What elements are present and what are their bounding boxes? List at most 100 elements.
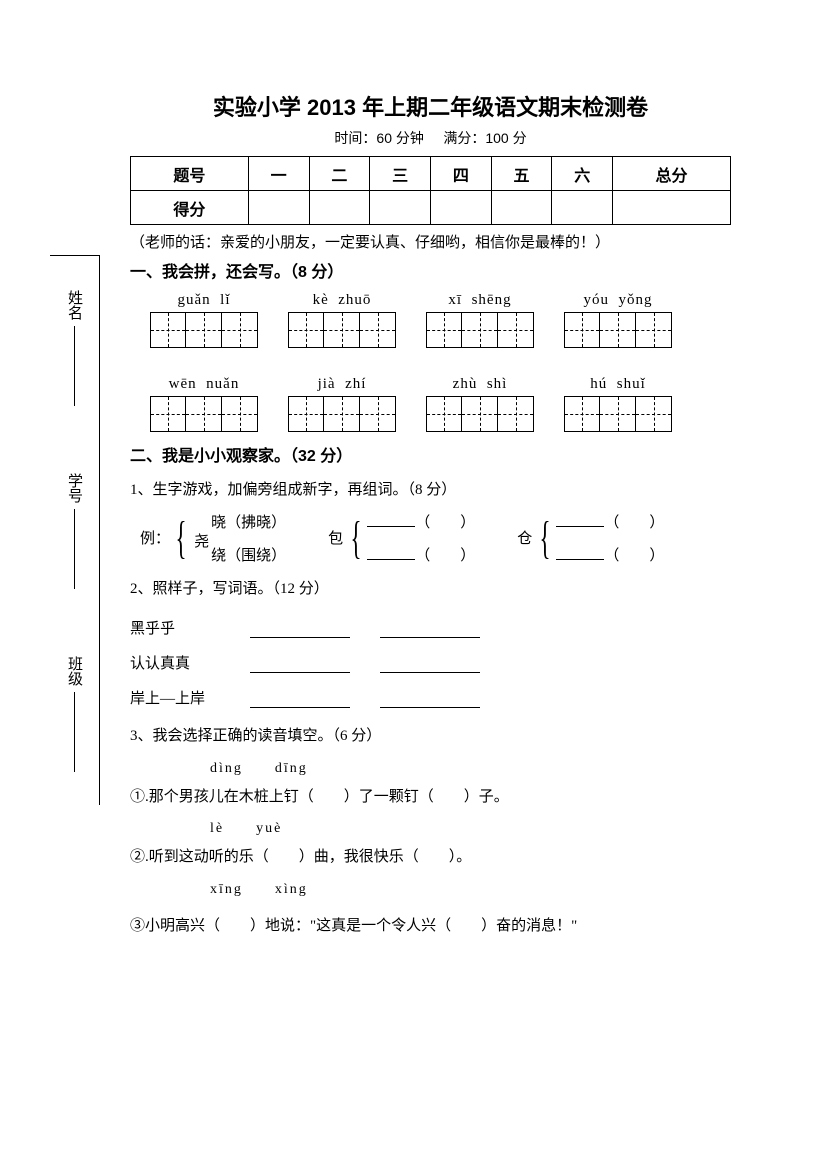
- p: zhuō: [338, 292, 371, 308]
- g3-center: 仓: [515, 527, 534, 548]
- blank[interactable]: [250, 659, 350, 673]
- q3-l3-pinyin: xīng xìng: [210, 878, 731, 898]
- blank[interactable]: [250, 624, 350, 638]
- score-total[interactable]: [613, 191, 731, 225]
- p: shì: [487, 376, 508, 392]
- brace-group-3: 仓 { （ ） （ ）: [515, 511, 664, 565]
- ex-top: 晓（拂晓）: [211, 511, 286, 532]
- sidebar-class: 班级: [64, 656, 85, 772]
- blank[interactable]: [250, 694, 350, 708]
- col-1: 一: [248, 157, 309, 191]
- tianzige[interactable]: [426, 396, 534, 432]
- col-total: 总分: [613, 157, 731, 191]
- time-label: 时间：60 分钟: [334, 130, 423, 146]
- score-5[interactable]: [491, 191, 552, 225]
- score-3[interactable]: [370, 191, 431, 225]
- blank[interactable]: [380, 694, 480, 708]
- score-2[interactable]: [309, 191, 370, 225]
- sidebar-id: 学号: [64, 473, 85, 589]
- col-4: 四: [430, 157, 491, 191]
- p: lǐ: [220, 292, 230, 308]
- score-6[interactable]: [552, 191, 613, 225]
- p: hú: [590, 376, 607, 392]
- brace-row: 例： 尧 { 晓（拂晓） 绕（围绕） 包 { （ ） （ ） 仓 { （ ） （…: [140, 511, 731, 565]
- pinyin-text: guǎn lǐ: [177, 292, 230, 309]
- p: zhù: [453, 376, 478, 392]
- p: shuǐ: [617, 376, 646, 392]
- sub-title: 时间：60 分钟 满分：100 分: [130, 128, 731, 148]
- word-row-1: 黑乎乎: [130, 617, 731, 638]
- tianzige[interactable]: [288, 312, 396, 348]
- class-label: 班级: [64, 656, 85, 686]
- tianzige[interactable]: [150, 396, 258, 432]
- blank[interactable]: [380, 624, 480, 638]
- section-1-title: 一、我会拼，还会写。（8 分）: [130, 258, 731, 282]
- w1: 黑乎乎: [130, 617, 220, 638]
- p: yǒng: [619, 292, 653, 308]
- info-sidebar: 姓名 学号 班级: [50, 255, 100, 805]
- q2-text: 2、照样子，写词语。（12 分）: [130, 575, 731, 604]
- col-6: 六: [552, 157, 613, 191]
- g2-center: 包: [326, 527, 345, 548]
- p: guǎn: [177, 292, 210, 308]
- score-value-row: 得分: [131, 191, 731, 225]
- pinyin-text: jià zhí: [318, 376, 367, 393]
- brace-items: 晓（拂晓） 绕（围绕）: [211, 511, 286, 565]
- pinyin-text: xī shēng: [448, 292, 511, 309]
- w2: 认认真真: [130, 652, 220, 673]
- page-title: 实验小学 2013 年上期二年级语文期末检测卷: [130, 90, 731, 122]
- tianzige[interactable]: [564, 312, 672, 348]
- blank[interactable]: [380, 659, 480, 673]
- q3-l2: ②.听到这动听的乐（ ）曲，我很快乐（ ）。: [130, 843, 731, 872]
- tianzige[interactable]: [564, 396, 672, 432]
- ex-bottom: 绕（围绕）: [211, 544, 286, 565]
- score-header-row: 题号 一 二 三 四 五 六 总分: [131, 157, 731, 191]
- brace-icon: {: [351, 519, 362, 557]
- tianzige[interactable]: [426, 312, 534, 348]
- col-3: 三: [370, 157, 431, 191]
- id-label: 学号: [64, 473, 85, 503]
- tianzige[interactable]: [150, 312, 258, 348]
- blank-row[interactable]: （ ）: [367, 511, 475, 532]
- p: yóu: [584, 292, 610, 308]
- pinyin-text: hú shuǐ: [590, 376, 646, 393]
- name-line: [74, 326, 75, 406]
- p: nuǎn: [206, 376, 239, 392]
- score-4[interactable]: [430, 191, 491, 225]
- q3-l1-pinyin: dìng dīng: [210, 757, 731, 777]
- section-2-title: 二、我是小小观察家。（32 分）: [130, 442, 731, 466]
- q3-l1: ①.那个男孩儿在木桩上钉（ ）了一颗钉（ ）子。: [130, 783, 731, 812]
- blank-row[interactable]: （ ）: [556, 544, 664, 565]
- pinyin-group: hú shuǐ: [564, 376, 672, 432]
- pinyin-row-2: wēn nuǎn jià zhí zhù shì hú shuǐ: [150, 376, 731, 432]
- q3-l2-pinyin: lè yuè: [210, 817, 731, 837]
- p: jià: [318, 376, 336, 392]
- score-table: 题号 一 二 三 四 五 六 总分 得分: [130, 156, 731, 225]
- word-row-3: 岸上—上岸: [130, 687, 731, 708]
- q1-text: 1、生字游戏，加偏旁组成新字，再组词。（8 分）: [130, 476, 731, 505]
- teacher-note: （老师的话：亲爱的小朋友，一定要认真、仔细哟，相信你是最棒的！）: [130, 231, 731, 252]
- pinyin-group: zhù shì: [426, 376, 534, 432]
- blank-row[interactable]: （ ）: [556, 511, 664, 532]
- th-num: 题号: [131, 157, 249, 191]
- blank-row[interactable]: （ ）: [367, 544, 475, 565]
- p: wēn: [169, 376, 197, 392]
- tianzige[interactable]: [288, 396, 396, 432]
- brace-group-2: 包 { （ ） （ ）: [326, 511, 475, 565]
- brace-icon: {: [176, 519, 187, 557]
- score-1[interactable]: [248, 191, 309, 225]
- pinyin-text: yóu yǒng: [584, 292, 653, 309]
- pinyin-group: jià zhí: [288, 376, 396, 432]
- name-label: 姓名: [64, 290, 85, 320]
- pinyin-group: yóu yǒng: [564, 292, 672, 348]
- class-line: [74, 692, 75, 772]
- th-score: 得分: [131, 191, 249, 225]
- pinyin-row-1: guǎn lǐ kè zhuō xī shēng yóu yǒng: [150, 292, 731, 348]
- pinyin-text: wēn nuǎn: [169, 376, 240, 393]
- brace-group-1: 例： 尧 { 晓（拂晓） 绕（围绕）: [140, 511, 286, 565]
- brace-items: （ ） （ ）: [367, 511, 475, 565]
- sidebar-name: 姓名: [64, 290, 85, 406]
- p: shēng: [472, 292, 512, 308]
- w3: 岸上—上岸: [130, 687, 220, 708]
- brace-icon: {: [540, 519, 551, 557]
